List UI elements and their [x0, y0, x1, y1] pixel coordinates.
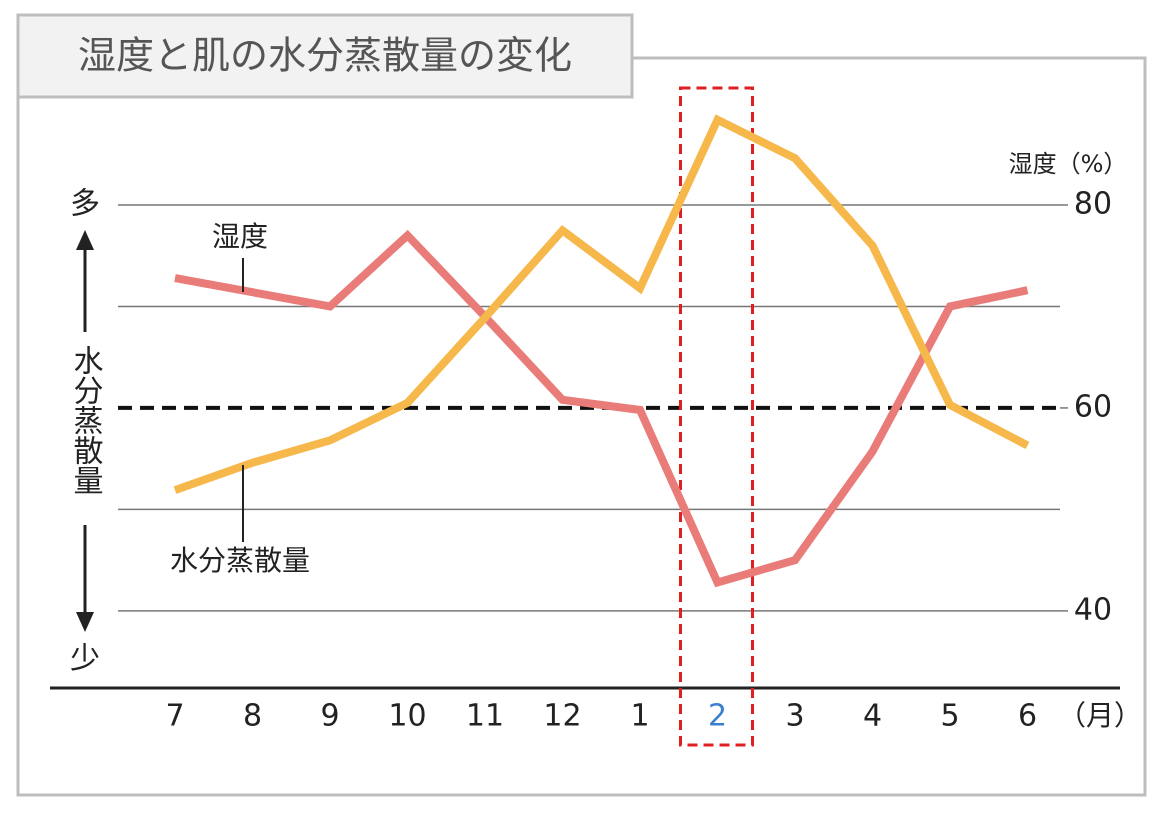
arrow-head	[76, 612, 94, 632]
highlight-box	[679, 86, 754, 747]
x-tick-label: 1	[630, 699, 649, 734]
chart-title: 湿度と肌の水分蒸散量の変化	[78, 34, 572, 78]
x-tick-label: 11	[466, 699, 504, 734]
x-tick-label: 3	[785, 699, 804, 734]
frame	[16, 56, 1147, 797]
x-tick-label: 4	[863, 699, 882, 734]
y-tick-label: 80	[1074, 186, 1112, 221]
x-unit: （月）	[1058, 699, 1142, 732]
series-line	[173, 114, 1030, 494]
y-tick-label: 40	[1074, 592, 1112, 627]
x-tick-label: 8	[243, 699, 262, 734]
left-axis-top: 多	[70, 187, 100, 222]
series-line	[174, 229, 1029, 588]
x-tick-label: 10	[388, 699, 426, 734]
title-box	[16, 13, 634, 99]
x-tick-label: 5	[940, 699, 959, 734]
x-tick-label: 7	[165, 699, 184, 734]
left-axis-bottom: 少	[70, 642, 100, 677]
left-axis-label: 水分蒸散量	[68, 345, 103, 495]
series-label: 湿度	[212, 220, 268, 253]
arrow-head	[76, 230, 94, 250]
x-tick-label: 12	[543, 699, 581, 734]
series-label: 水分蒸散量	[170, 544, 310, 577]
x-tick-label: 2	[708, 699, 727, 734]
y-axis-label: 湿度（%）	[1009, 150, 1128, 178]
y-tick-label: 60	[1074, 389, 1112, 424]
x-tick-label: 9	[320, 699, 339, 734]
x-tick-label: 6	[1018, 699, 1037, 734]
